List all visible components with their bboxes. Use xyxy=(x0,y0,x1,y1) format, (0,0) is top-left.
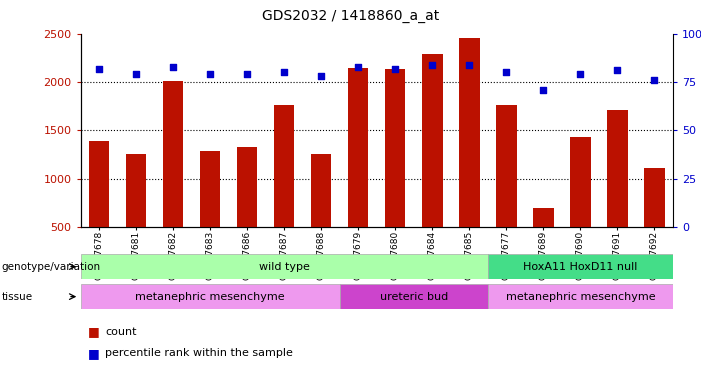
Bar xyxy=(385,69,405,275)
Point xyxy=(612,68,623,74)
Bar xyxy=(274,105,294,275)
Bar xyxy=(644,168,665,275)
Text: percentile rank within the sample: percentile rank within the sample xyxy=(105,348,293,358)
Point xyxy=(390,66,401,72)
Bar xyxy=(348,68,369,275)
Bar xyxy=(89,141,109,275)
Bar xyxy=(200,151,220,275)
Text: count: count xyxy=(105,327,137,337)
Bar xyxy=(126,154,147,275)
Point xyxy=(464,62,475,68)
Point xyxy=(353,64,364,70)
Bar xyxy=(459,38,479,275)
Point xyxy=(649,77,660,83)
Point xyxy=(168,64,179,70)
Text: ■: ■ xyxy=(88,347,100,360)
Bar xyxy=(488,284,673,309)
Text: metanephric mesenchyme: metanephric mesenchyme xyxy=(505,292,655,302)
Bar xyxy=(607,110,627,275)
Bar xyxy=(340,284,488,309)
Point xyxy=(130,71,142,77)
Text: GDS2032 / 1418860_a_at: GDS2032 / 1418860_a_at xyxy=(262,9,439,23)
Point xyxy=(242,71,253,77)
Bar xyxy=(311,154,332,275)
Text: tissue: tissue xyxy=(1,292,32,302)
Bar xyxy=(496,105,517,275)
Text: ureteric bud: ureteric bud xyxy=(380,292,448,302)
Bar xyxy=(570,137,590,275)
Bar xyxy=(81,284,340,309)
Point xyxy=(575,71,586,77)
Bar xyxy=(81,254,488,279)
Text: genotype/variation: genotype/variation xyxy=(1,262,100,272)
Text: metanephric mesenchyme: metanephric mesenchyme xyxy=(135,292,285,302)
Point xyxy=(315,73,327,79)
Point xyxy=(501,69,512,75)
Text: wild type: wild type xyxy=(259,262,310,272)
Point xyxy=(278,69,290,75)
Point xyxy=(93,66,104,72)
Point xyxy=(538,87,549,93)
Text: ■: ■ xyxy=(88,326,100,338)
Bar xyxy=(422,54,442,275)
Point xyxy=(205,71,216,77)
Point xyxy=(427,62,438,68)
Bar xyxy=(488,254,673,279)
Bar xyxy=(237,147,257,275)
Bar xyxy=(533,208,554,275)
Bar xyxy=(163,81,184,275)
Text: HoxA11 HoxD11 null: HoxA11 HoxD11 null xyxy=(523,262,638,272)
